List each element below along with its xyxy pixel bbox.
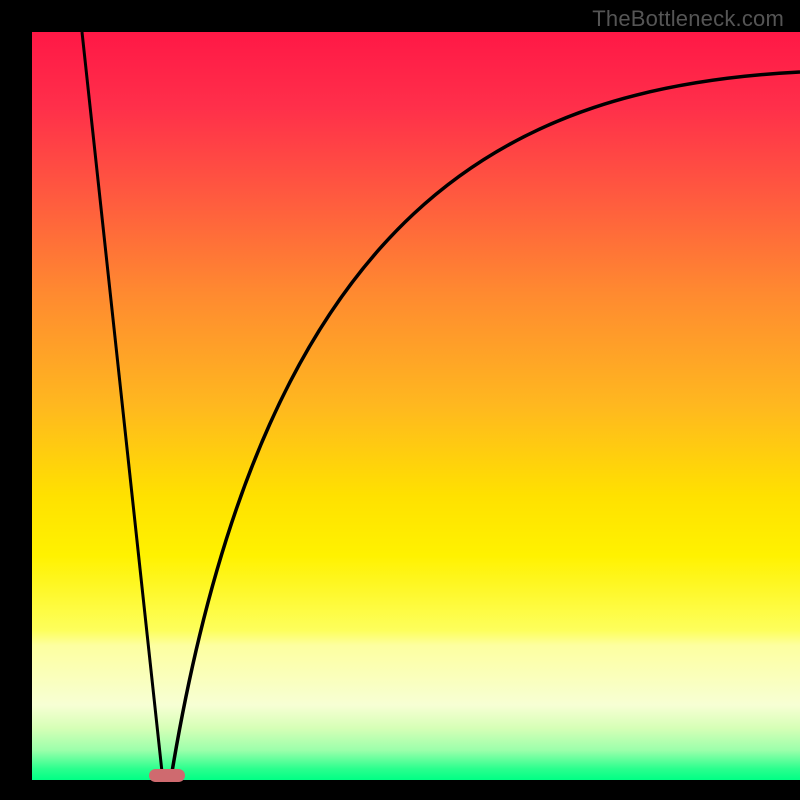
- right-curve: [172, 72, 800, 772]
- chart-frame: TheBottleneck.com: [0, 0, 800, 800]
- minimum-marker: [149, 769, 185, 782]
- curves-layer: [32, 32, 800, 780]
- plot-area: [32, 32, 800, 780]
- watermark-text: TheBottleneck.com: [592, 6, 784, 32]
- left-line: [82, 32, 162, 772]
